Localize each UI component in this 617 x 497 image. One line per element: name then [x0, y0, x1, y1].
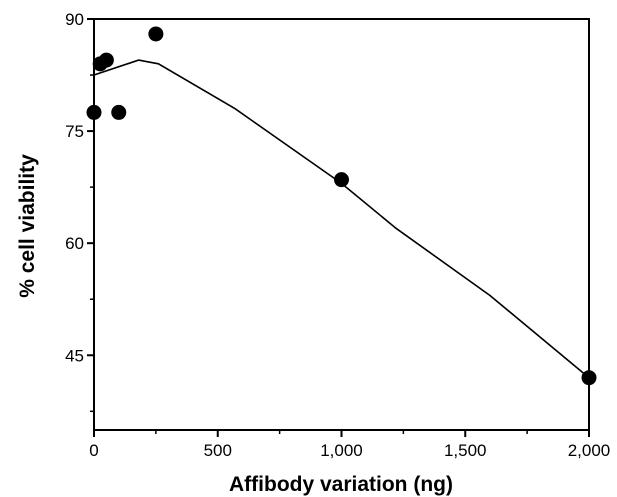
plot-frame: [93, 18, 590, 431]
y-tick-label: 90: [65, 10, 84, 29]
x-tick-label: 0: [89, 441, 98, 460]
x-tick-label: 500: [204, 441, 232, 460]
x-axis-title: Affibody variation (ng): [229, 473, 453, 496]
data-points-layer: [86, 26, 597, 386]
y-tick-label: 45: [65, 346, 84, 365]
y-tick-label: 75: [65, 122, 84, 141]
data-point: [148, 26, 164, 42]
x-tick-label: 2,000: [568, 441, 611, 460]
y-axis-title: % cell viability: [16, 154, 39, 298]
fit-line: [93, 59, 590, 379]
y-tick-label: 60: [65, 234, 84, 253]
fit-line-layer: [93, 59, 590, 379]
x-tick-label: 1,500: [444, 441, 487, 460]
x-tick-label: 1,000: [320, 441, 363, 460]
data-point: [98, 52, 114, 68]
axes: 0 500 1,000 1,500 2,000 45 60 75 90: [65, 10, 610, 460]
data-point: [334, 172, 349, 188]
data-point: [111, 104, 127, 120]
